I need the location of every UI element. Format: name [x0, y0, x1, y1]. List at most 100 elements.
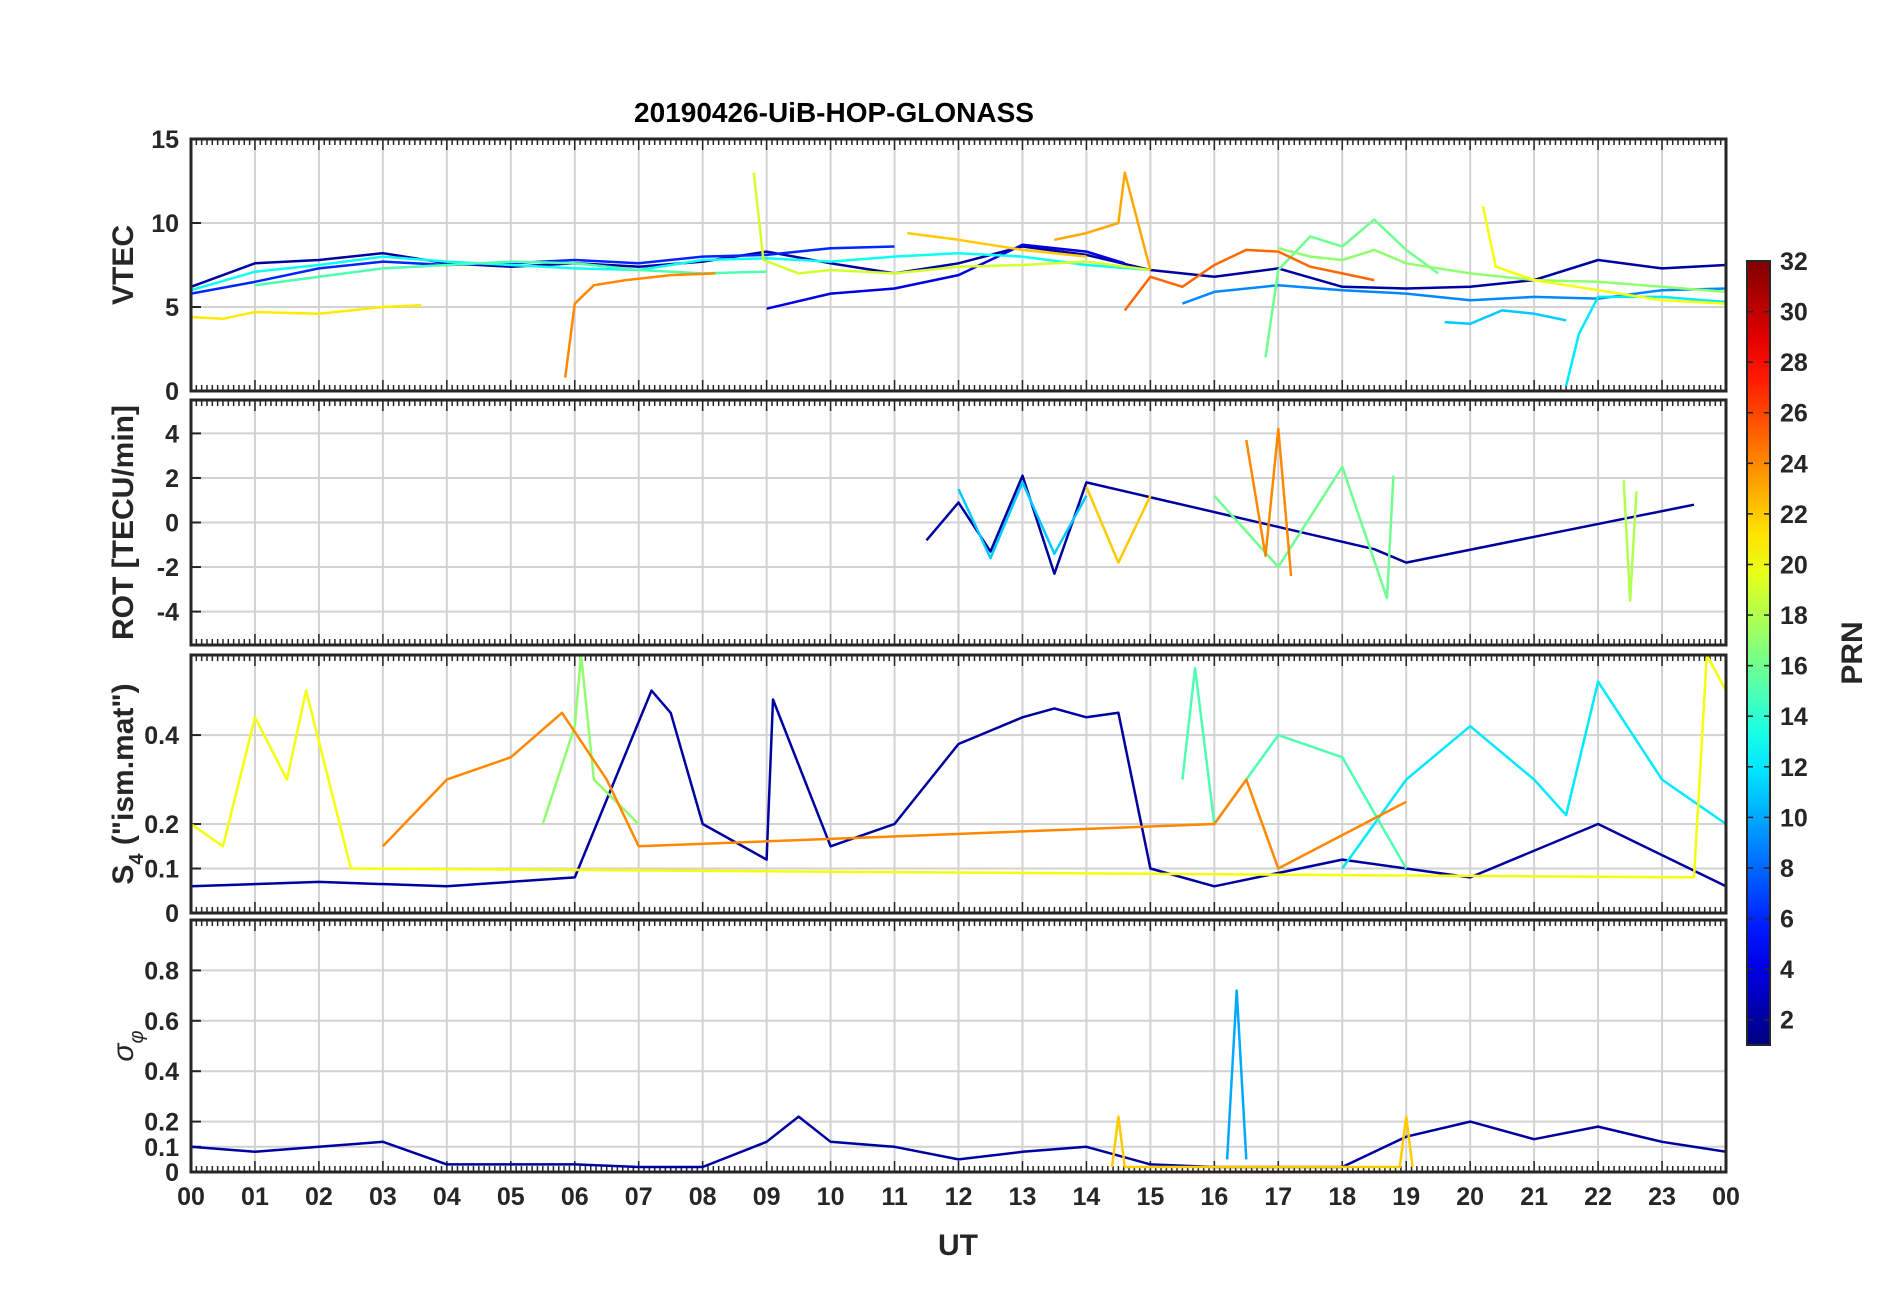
series-line-prn-24 — [563, 272, 716, 378]
series-line-prn-20 — [1481, 205, 1726, 305]
y-tick-label: -4 — [157, 599, 179, 627]
series-line-prn-2 — [925, 474, 1695, 575]
series-line-prn-11 — [957, 481, 1088, 560]
y-tick-label: 0.4 — [144, 1058, 179, 1086]
y-axis-label-s4: S4 ("ism.mat") — [107, 683, 148, 884]
colorbar-tick-label: 20 — [1780, 551, 1808, 579]
series-line-prn-10 — [1225, 989, 1248, 1160]
series-group — [925, 427, 1695, 602]
series-line-prn-2 — [191, 689, 1726, 888]
panel-vtec: 0 5 10 15 VTEC — [107, 126, 1728, 406]
x-tick-label: 07 — [625, 1183, 653, 1211]
x-tick-label: 06 — [561, 1183, 589, 1211]
y-axis-label-sub: φ — [126, 1030, 148, 1043]
x-tick-label: 05 — [497, 1183, 525, 1211]
series-group — [191, 171, 1726, 387]
panel-frame — [189, 398, 1728, 647]
x-tick-label: 14 — [1073, 1183, 1101, 1211]
x-tick-label: 19 — [1392, 1183, 1420, 1211]
colorbar-tick-label: 16 — [1780, 653, 1808, 681]
x-tick-label: 11 — [881, 1183, 908, 1211]
panel-frame — [189, 653, 1728, 915]
series-line-prn-22 — [1110, 1115, 1414, 1169]
y-tick-label: 0.2 — [144, 811, 179, 839]
series-line-prn-12 — [1564, 295, 1726, 387]
x-tick-label: 12 — [945, 1183, 973, 1211]
y-tick-label: 5 — [165, 294, 179, 322]
x-tick-label: 13 — [1009, 1183, 1037, 1211]
colorbar-tick-label: 8 — [1780, 855, 1794, 883]
colorbar-label: PRN — [1836, 621, 1869, 684]
x-tick-label: 02 — [305, 1183, 333, 1211]
series-line-prn-23 — [1054, 171, 1152, 271]
series-group — [191, 989, 1726, 1169]
x-tick-label: 15 — [1136, 1183, 1164, 1211]
series-line-prn-17 — [541, 655, 640, 825]
series-line-prn-21 — [191, 304, 422, 321]
y-tick-label: 0.4 — [144, 722, 179, 750]
series-line-prn-22 — [1085, 486, 1152, 564]
x-tick-label: 17 — [1264, 1183, 1292, 1211]
x-tick-label: 18 — [1328, 1183, 1356, 1211]
x-tick-label: 00 — [177, 1183, 205, 1211]
y-axis-label-main: σ — [107, 1042, 140, 1062]
y-axis-label-vtec: VTEC — [107, 225, 140, 305]
colorbar-tick-label: 10 — [1780, 804, 1808, 832]
y-axis-label-main: S — [107, 865, 140, 885]
panel-s4: 0 0.1 0.2 0.4S4 ("ism.mat") — [107, 653, 1728, 928]
y-tick-label: 0.1 — [144, 856, 179, 884]
panel-sigma_phi: 00.10.2 0.4 0.6 0.8 σφ — [107, 918, 1728, 1187]
y-axis-label-sub: 4 — [126, 853, 148, 865]
y-tick-label: 0 — [165, 510, 179, 538]
panel-frame — [189, 918, 1728, 1174]
colorbar-tick-label: 32 — [1780, 248, 1808, 276]
series-line-prn-15 — [254, 260, 767, 287]
x-axis-label: UT — [938, 1229, 978, 1262]
colorbar-tick-label: 2 — [1780, 1007, 1794, 1035]
colorbar-tick-label: 6 — [1780, 906, 1794, 934]
colorbar-tick-label: 18 — [1780, 602, 1808, 630]
series-line-prn-16 — [1213, 465, 1395, 600]
y-tick-label: 0.6 — [144, 1008, 179, 1036]
series-line-prn-20 — [191, 655, 1726, 879]
x-tick-label: 03 — [369, 1183, 397, 1211]
series-group — [191, 655, 1726, 888]
x-tick-label: 20 — [1456, 1183, 1484, 1211]
panel-frame — [189, 137, 1728, 393]
colorbar-tick-label: 28 — [1780, 349, 1808, 377]
colorbar-tick-label: 14 — [1780, 703, 1808, 731]
series-line-prn-17 — [1277, 246, 1726, 294]
colorbar-tick-label: 22 — [1780, 501, 1808, 529]
y-tick-label: 15 — [151, 126, 179, 154]
series-line-prn-24 — [381, 711, 1407, 870]
x-tick-label: 10 — [817, 1183, 845, 1211]
colorbar-tick-label: 24 — [1780, 450, 1808, 478]
series-line-prn-19 — [752, 172, 1151, 275]
series-line-prn-4 — [766, 243, 1126, 310]
series-line-prn-22 — [907, 231, 1087, 258]
y-axis-label-sigma_phi: σφ — [107, 1030, 148, 1061]
y-tick-label: 4 — [165, 420, 179, 448]
y-tick-label: 0 — [165, 1159, 179, 1187]
series-line-prn-24 — [1245, 427, 1293, 577]
x-tick-label: 08 — [689, 1183, 717, 1211]
y-tick-label: 10 — [151, 210, 179, 238]
colorbar-gradient — [1746, 260, 1771, 1046]
x-tick-label: 01 — [241, 1183, 269, 1211]
y-tick-label: 0.8 — [144, 957, 179, 985]
y-tick-label: 2 — [165, 465, 179, 493]
series-line-prn-11 — [1444, 309, 1567, 326]
x-tick-label: 23 — [1648, 1183, 1676, 1211]
panel-rot: -4 -2 0 2 4 ROT [TECU/min] — [107, 398, 1728, 647]
series-line-prn-25 — [1123, 248, 1375, 312]
series-line-prn-18 — [1622, 480, 1638, 602]
y-tick-label: 0 — [165, 900, 179, 928]
chart-title: 20190426-UiB-HOP-GLONASS — [634, 97, 1034, 128]
y-tick-label: -2 — [157, 554, 179, 582]
series-line-prn-16 — [1264, 218, 1439, 358]
colorbar-tick-label: 12 — [1780, 754, 1808, 782]
y-tick-label: 0.2 — [144, 1109, 179, 1137]
